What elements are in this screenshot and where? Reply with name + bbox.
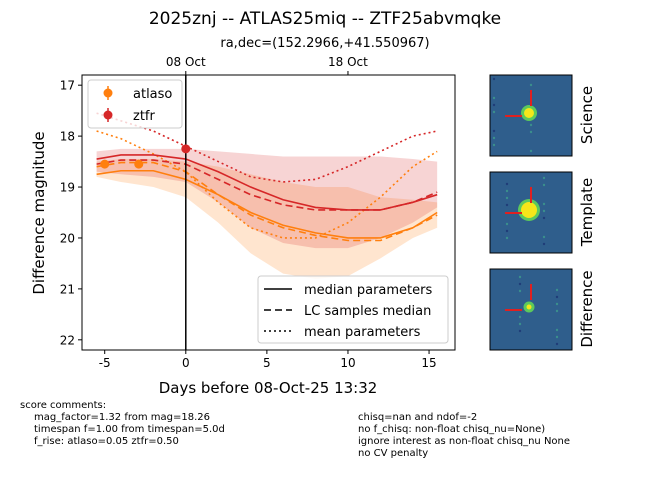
- data-point: [100, 159, 110, 169]
- comment-line: ignore interest as non-float chisq_nu No…: [358, 436, 570, 447]
- comment-line: no f_chisq: non-float chisq_nu=None): [358, 424, 545, 435]
- plot-area: -5 0 5 10 15 08 Oct 18 Oct 17 18 19 20 21 22 atlaso zt…: [60, 55, 456, 370]
- noise: [542, 216, 546, 220]
- noise: [555, 288, 559, 292]
- noise: [518, 275, 522, 279]
- x-tick-label: -5: [99, 356, 111, 370]
- comment-line: mag_factor=1.32 from mag=18.26: [34, 412, 210, 423]
- data-point: [134, 159, 144, 169]
- noise: [529, 149, 533, 153]
- noise: [492, 103, 496, 107]
- noise: [529, 123, 533, 127]
- cutout-label: Template: [578, 178, 596, 247]
- noise: [505, 229, 509, 233]
- noise: [518, 282, 522, 286]
- noise: [542, 209, 546, 213]
- legend-box: [257, 275, 449, 344]
- noise: [555, 309, 559, 313]
- comment-line: f_rise: atlaso=0.05 ztfr=0.50: [34, 436, 179, 447]
- curve-median: [96, 169, 438, 239]
- noise: [529, 83, 533, 87]
- x-tick-label: 15: [421, 356, 436, 370]
- axes-frame: [81, 74, 456, 351]
- cutout-label: Difference: [578, 270, 596, 347]
- noise: [505, 203, 509, 207]
- comment-line: timespan f=1.00 from timespan=5.0d: [34, 424, 225, 435]
- noise: [555, 295, 559, 299]
- comments-heading: score comments:: [20, 400, 106, 411]
- source: [524, 108, 534, 118]
- y-tick-label: 22: [60, 333, 75, 347]
- noise: [492, 143, 496, 147]
- top-x-tick-label: 08 Oct: [166, 55, 206, 69]
- noise: [518, 315, 522, 319]
- comment-line: no CV penalty: [358, 448, 428, 459]
- noise: [542, 176, 546, 180]
- source: [521, 202, 537, 218]
- noise: [542, 183, 546, 187]
- noise: [505, 222, 509, 226]
- noise: [555, 328, 559, 332]
- y-tick-label: 19: [60, 181, 75, 195]
- y-axis-label: Difference magnitude: [30, 131, 48, 294]
- noise: [492, 136, 496, 140]
- comments: score comments:mag_factor=1.32 from mag=…: [20, 400, 570, 459]
- curve-samples-median: [96, 161, 438, 242]
- legend-marker: [103, 110, 113, 120]
- x-tick-label: 5: [263, 356, 271, 370]
- top-x-tick-label: 18 Oct: [328, 55, 368, 69]
- x-axis-label: Days before 08-Oct-25 13:32: [159, 379, 378, 397]
- noise: [529, 130, 533, 134]
- noise: [492, 129, 496, 133]
- noise: [555, 335, 559, 339]
- curve-mean: [96, 130, 438, 239]
- y-tick-label: 18: [60, 130, 75, 144]
- noise: [555, 342, 559, 346]
- chart-title: 2025znj -- ATLAS25miq -- ZTF25abvmqke: [149, 9, 501, 29]
- data-point: [181, 144, 191, 154]
- noise: [505, 189, 509, 193]
- y-tick-label: 17: [60, 79, 75, 93]
- x-tick-label: 0: [182, 356, 190, 370]
- noise: [505, 236, 509, 240]
- noise: [542, 235, 546, 239]
- noise: [492, 96, 496, 100]
- legend-label: atlaso: [133, 87, 172, 102]
- noise: [505, 196, 509, 200]
- noise: [518, 329, 522, 333]
- noise: [518, 322, 522, 326]
- y-tick-label: 20: [60, 231, 75, 245]
- comment-line: chisq=nan and ndof=-2: [358, 412, 477, 423]
- x-tick-label: 10: [340, 356, 355, 370]
- uncertainty-band: [96, 148, 438, 249]
- y-tick-label: 21: [60, 282, 75, 296]
- curve-samples-median: [96, 159, 438, 211]
- legend-label: ztfr: [133, 109, 155, 124]
- chart-subtitle: ra,dec=(152.2966,+41.550967): [220, 36, 429, 51]
- cutout-label: Science: [578, 86, 596, 144]
- noise: [555, 302, 559, 306]
- cutouts: Science Template Difference: [489, 74, 596, 351]
- noise: [518, 289, 522, 293]
- legend-label: median parameters: [304, 283, 432, 298]
- noise: [505, 182, 509, 186]
- noise: [542, 202, 546, 206]
- noise: [492, 110, 496, 114]
- legend-label: mean parameters: [304, 325, 421, 340]
- noise: [542, 242, 546, 246]
- legend-marker: [103, 88, 113, 98]
- source: [526, 304, 532, 310]
- noise: [492, 77, 496, 81]
- legend-label: LC samples median: [304, 304, 431, 319]
